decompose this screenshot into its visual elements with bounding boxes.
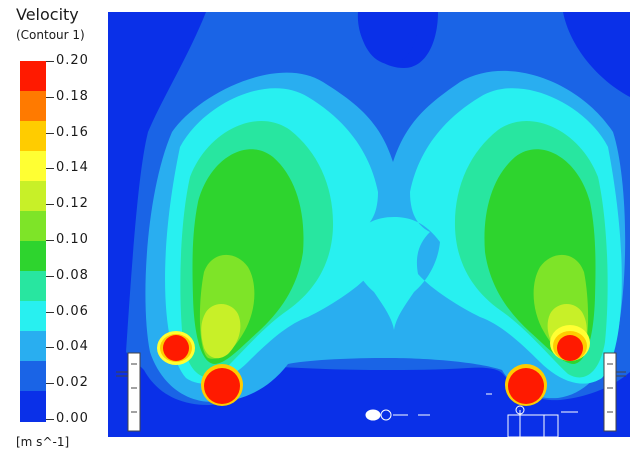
color-bar-tick-label: 0.16 xyxy=(56,124,89,140)
legend-subtitle: (Contour 1) xyxy=(16,28,85,42)
color-bar-tick xyxy=(46,275,54,277)
color-bar-tick xyxy=(46,132,54,134)
contour-top-spot xyxy=(358,12,419,64)
contour-level-0-20 xyxy=(163,335,583,404)
color-bar-tick-label: 0.12 xyxy=(56,196,89,212)
color-bar-tick xyxy=(46,347,54,349)
color-bar-band xyxy=(20,61,46,92)
color-bar-band xyxy=(20,91,46,122)
color-bar-band xyxy=(20,391,46,422)
color-bar-tick xyxy=(46,240,54,241)
color-bar-band xyxy=(20,211,46,242)
color-bar-band xyxy=(20,271,46,302)
color-bar-tick-label: 0.02 xyxy=(56,375,89,391)
color-bar-band xyxy=(20,331,46,362)
color-bar-band xyxy=(20,361,46,392)
color-bar-tick-label: 0.00 xyxy=(56,411,89,426)
velocity-contour-plot xyxy=(108,12,630,437)
color-bar-tick-label: 0.06 xyxy=(56,303,89,319)
color-bar-tick xyxy=(46,383,54,385)
legend-title: Velocity xyxy=(16,5,79,24)
contour-level-0-12 xyxy=(199,254,589,359)
color-bar-tick xyxy=(46,61,54,62)
color-bar-tick xyxy=(46,96,54,98)
color-bar-band xyxy=(20,121,46,152)
color-bar-band xyxy=(20,241,46,272)
color-bar-tick-label: 0.04 xyxy=(56,339,89,355)
legend-units: [m s^-1] xyxy=(16,435,70,449)
color-bar-tick xyxy=(46,311,54,313)
color-bar-tick xyxy=(46,204,54,206)
color-bar-tick xyxy=(46,168,54,170)
color-bar-tick xyxy=(46,419,54,420)
floor-fixtures xyxy=(365,393,578,437)
jet-core-upper-left xyxy=(163,335,189,361)
color-bar-tick-label: 0.08 xyxy=(56,267,89,283)
jet-core-lower-left xyxy=(204,368,240,404)
right-pillar xyxy=(603,352,626,432)
color-bar-band xyxy=(20,151,46,182)
color-bar xyxy=(20,61,46,422)
left-pillar xyxy=(116,352,141,432)
contour-level-0-10 xyxy=(192,149,596,364)
color-bar-tick-label: 0.20 xyxy=(56,53,89,68)
jet-core-upper-right xyxy=(557,335,583,361)
color-bar-band xyxy=(20,181,46,212)
color-bar-tick-label: 0.10 xyxy=(56,232,89,247)
color-bar-tick-label: 0.14 xyxy=(56,160,89,176)
color-bar-tick-label: 0.18 xyxy=(56,88,89,104)
color-bar-band xyxy=(20,301,46,332)
jet-core-lower-right xyxy=(508,368,544,404)
